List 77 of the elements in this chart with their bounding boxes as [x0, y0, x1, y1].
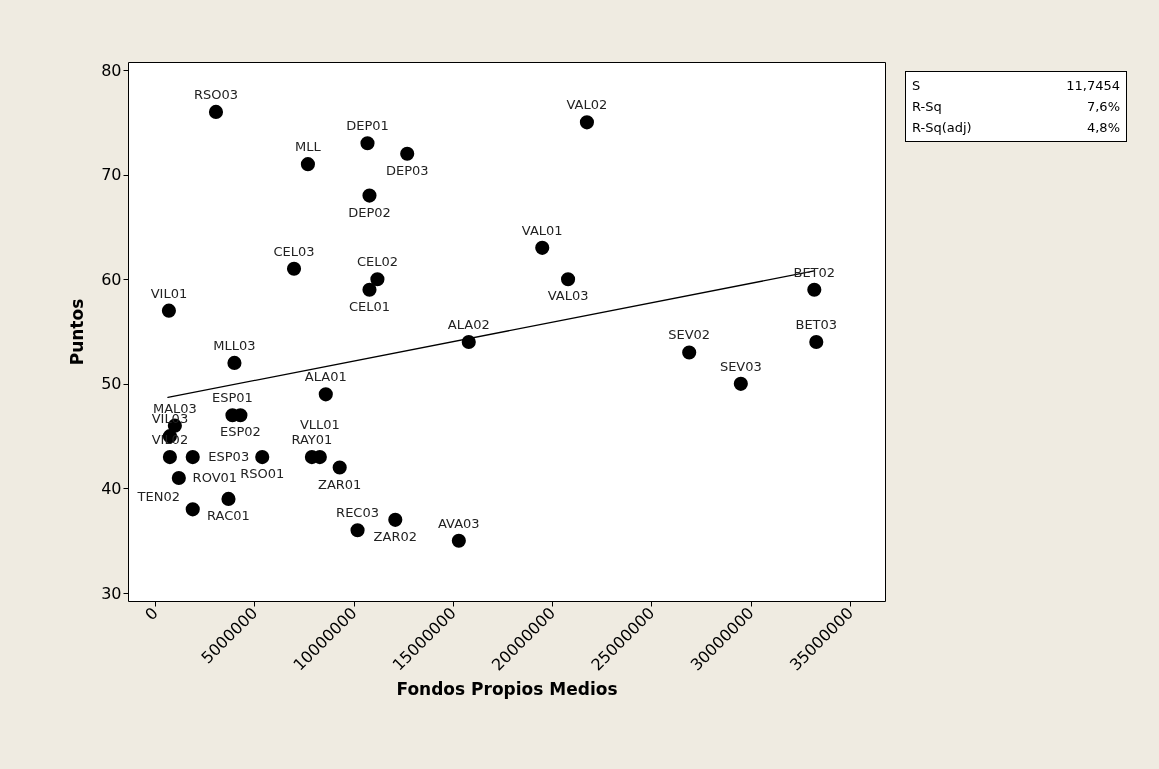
annotation: VAL02 — [566, 97, 608, 113]
y-tick-label: 80 — [101, 60, 122, 80]
point — [362, 188, 377, 203]
text: 4,8% — [1086, 119, 1120, 137]
annotation: ESP03 — [208, 449, 250, 465]
annotation: ALA02 — [447, 317, 490, 333]
point — [227, 355, 242, 370]
point — [286, 261, 302, 276]
annotation: REC03 — [336, 505, 379, 521]
text: R-Sq — [912, 98, 942, 116]
annotation: RAY01 — [291, 432, 333, 448]
text: R-Sq(adj) — [912, 119, 972, 137]
point — [171, 470, 186, 486]
point — [185, 450, 200, 465]
point — [360, 136, 375, 151]
annotation: VIL01 — [150, 285, 188, 301]
point — [185, 502, 200, 517]
x-tick-label: 0 — [141, 603, 162, 625]
point — [535, 240, 550, 255]
annotation: VAL03 — [547, 288, 589, 304]
annotation: DEP01 — [346, 118, 389, 134]
point — [362, 282, 377, 297]
annotation: ZAR01 — [318, 476, 362, 492]
text: 11,7454 — [1066, 77, 1120, 95]
point — [255, 450, 270, 465]
annotation: RSO01 — [240, 466, 285, 482]
annotation: VLL01 — [299, 417, 340, 433]
annotation: DEP03 — [385, 162, 429, 178]
point — [560, 272, 576, 287]
y-tick-label: 40 — [101, 478, 122, 498]
annotation: ALA01 — [304, 369, 347, 385]
point — [162, 450, 177, 465]
y-tick-label: 70 — [101, 165, 122, 185]
point — [370, 272, 385, 287]
annotation: BET03 — [795, 317, 838, 333]
annotation: ESP02 — [219, 424, 261, 440]
annotation: CEL03 — [273, 243, 315, 259]
point — [682, 345, 697, 360]
point — [332, 460, 347, 475]
annotation: MLL — [295, 139, 322, 155]
annotation: ESP01 — [212, 390, 253, 406]
annotation: TEN02 — [136, 489, 180, 505]
y-axis-title: Puntos — [67, 298, 88, 366]
annotation: BET02 — [793, 264, 836, 280]
annotation: RSO03 — [193, 86, 238, 102]
point — [388, 512, 403, 527]
y-tick-label: 60 — [101, 269, 122, 289]
annotation: ZAR02 — [373, 528, 417, 544]
annotation: SEV02 — [668, 327, 711, 343]
point — [451, 533, 466, 548]
annotation: SEV03 — [719, 358, 762, 374]
point — [579, 115, 594, 130]
annotation: CEL01 — [348, 298, 391, 314]
annotation: CEL02 — [356, 254, 398, 270]
point — [400, 146, 415, 161]
point — [300, 157, 315, 172]
y-tick-label: 50 — [101, 374, 122, 394]
text: S — [912, 77, 921, 95]
point — [350, 523, 365, 538]
annotation: MLL03 — [213, 337, 256, 353]
annotation: VAL01 — [521, 222, 563, 238]
annotation: AVA03 — [438, 515, 480, 531]
point — [461, 334, 476, 350]
annotation: DEP02 — [348, 204, 391, 220]
point — [809, 334, 824, 350]
annotation: VIL03 — [151, 411, 189, 427]
point — [221, 491, 236, 506]
annotation: RAC01 — [207, 507, 250, 523]
y-tick-label: 30 — [101, 583, 122, 603]
point — [161, 303, 176, 318]
point — [733, 376, 748, 391]
x-axis-title: Fondos Propios Medios — [396, 678, 618, 699]
point — [208, 104, 224, 119]
annotation: ROV01 — [192, 469, 238, 485]
point — [807, 282, 822, 297]
point — [318, 387, 333, 402]
text: 7,6% — [1086, 98, 1120, 116]
